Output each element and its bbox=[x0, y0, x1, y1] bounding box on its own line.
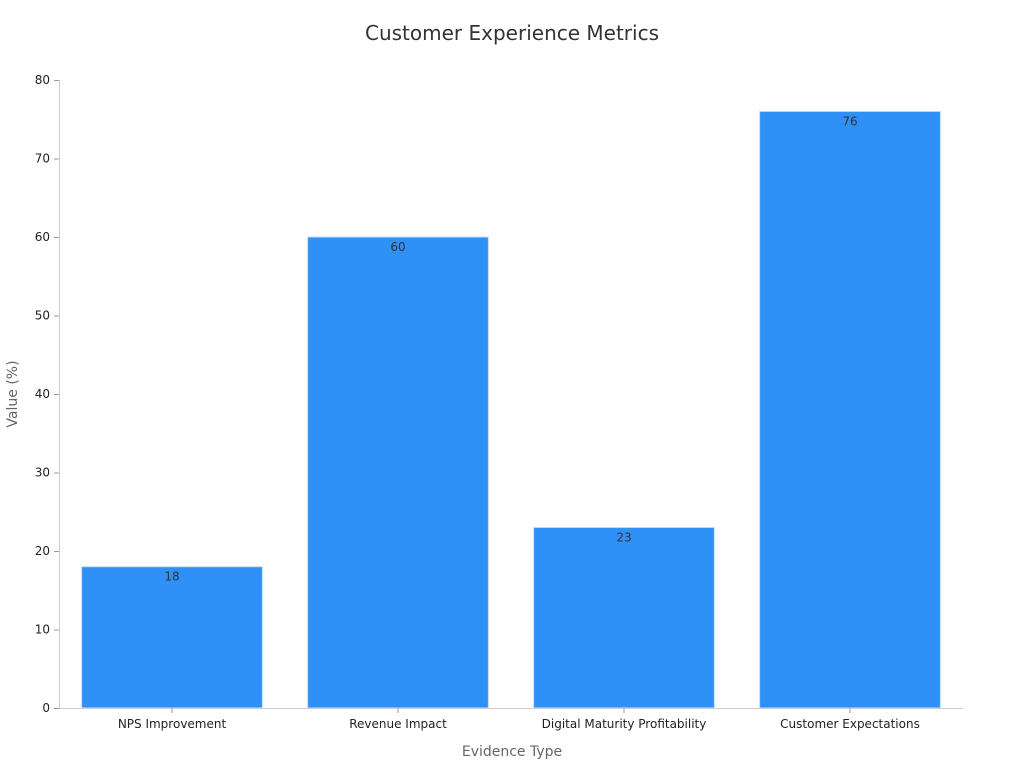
y-tick-label: 30 bbox=[35, 466, 50, 480]
y-tick-label: 50 bbox=[35, 309, 50, 323]
chart-title: Customer Experience Metrics bbox=[365, 21, 659, 45]
bar-value-label: 76 bbox=[842, 114, 857, 128]
x-ticks: NPS Improvement Revenue Impact Digital Mat… bbox=[118, 708, 920, 731]
bar bbox=[533, 526, 715, 709]
y-tick-label: 20 bbox=[35, 544, 50, 558]
bars: 18 60 23 76 bbox=[81, 110, 941, 709]
y-tick-label: 10 bbox=[35, 623, 50, 637]
y-axis-label: Value (%) bbox=[5, 360, 21, 427]
x-axis-label: Evidence Type bbox=[462, 744, 562, 760]
bar bbox=[307, 236, 489, 709]
y-tick-label: 70 bbox=[35, 152, 50, 166]
bar-value-label: 18 bbox=[164, 570, 179, 584]
y-ticks: 0 10 20 30 40 50 60 70 80 bbox=[35, 73, 59, 715]
bar-value-label: 23 bbox=[616, 530, 631, 544]
bar bbox=[81, 566, 263, 709]
x-tick-label: Revenue Impact bbox=[349, 717, 447, 731]
y-tick-label: 60 bbox=[35, 230, 50, 244]
y-tick-label: 0 bbox=[42, 701, 50, 715]
bar bbox=[759, 110, 941, 709]
x-tick-label: Digital Maturity Profitability bbox=[542, 717, 707, 731]
y-tick-label: 80 bbox=[35, 73, 50, 87]
y-tick-label: 40 bbox=[35, 387, 50, 401]
x-tick-label: NPS Improvement bbox=[118, 717, 227, 731]
bar-value-label: 60 bbox=[390, 240, 405, 254]
x-tick-label: Customer Expectations bbox=[780, 717, 920, 731]
